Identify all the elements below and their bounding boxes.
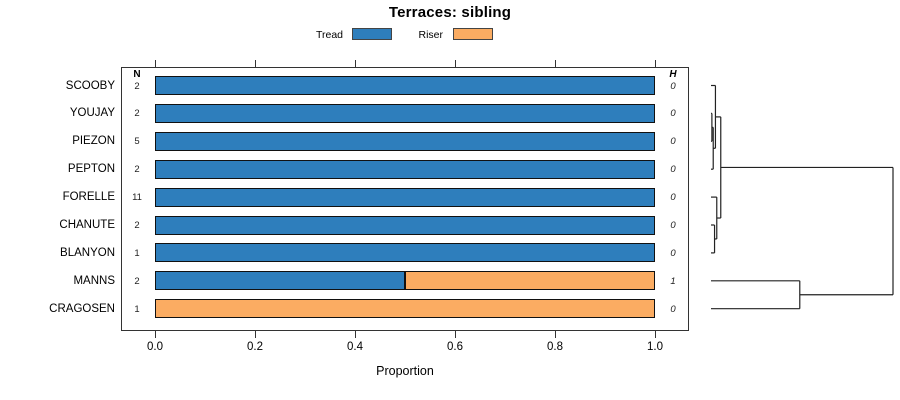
- h-value: 0: [670, 192, 676, 204]
- x-axis-tick: [255, 331, 257, 338]
- legend-swatch-riser: [453, 28, 493, 40]
- bar-segment-riser: [155, 299, 655, 319]
- bar-segment-tread: [155, 159, 655, 179]
- n-value: 1: [134, 303, 140, 315]
- bar-segment-tread: [155, 103, 655, 123]
- row-label: MANNS: [73, 274, 115, 287]
- x-axis-tick-label: 1.0: [647, 341, 663, 353]
- x-axis-tick: [355, 331, 357, 338]
- bar-segment-tread: [155, 271, 405, 291]
- legend-label-tread: Tread: [315, 29, 343, 41]
- row-label: BLANYON: [60, 246, 115, 259]
- h-value: 0: [670, 164, 676, 176]
- legend-swatch-tread: [352, 28, 392, 40]
- x-axis-tick: [655, 60, 657, 67]
- h-value: 0: [670, 303, 676, 315]
- row-label: YOUJAY: [69, 107, 115, 120]
- x-axis-tick: [455, 331, 457, 338]
- x-axis-tick: [155, 60, 157, 67]
- row-label: CRAGOSEN: [49, 302, 115, 315]
- x-axis-label: Proportion: [376, 364, 434, 378]
- h-value: 0: [670, 136, 676, 148]
- n-value: 2: [134, 275, 140, 287]
- row-label: FORELLE: [62, 191, 115, 204]
- n-value: 2: [134, 108, 140, 120]
- bar-segment-tread: [155, 187, 655, 207]
- dendrogram: [711, 84, 894, 310]
- bar-segment-riser: [405, 271, 655, 291]
- bar-segment-tread: [155, 215, 655, 235]
- h-column-header: H: [669, 69, 677, 80]
- bar-segment-tread: [155, 76, 655, 95]
- n-value: 2: [134, 220, 140, 231]
- bar-segment-tread: [155, 131, 655, 151]
- h-value: 0: [670, 80, 676, 92]
- n-value: 2: [134, 164, 140, 176]
- h-value: 0: [670, 247, 676, 259]
- plot-box: [121, 67, 689, 331]
- x-axis-tick: [555, 60, 557, 67]
- x-axis-tick-label: 0.4: [347, 341, 363, 353]
- page-title: Terraces: sibling: [388, 4, 512, 21]
- row-label: SCOOBY: [65, 79, 115, 92]
- legend-label-riser: Riser: [418, 29, 443, 41]
- x-axis-tick: [355, 60, 357, 67]
- row-label: PIEZON: [72, 135, 115, 148]
- x-axis-tick: [455, 60, 457, 67]
- n-value: 2: [134, 80, 140, 92]
- h-value: 1: [670, 275, 676, 287]
- h-value: 0: [670, 108, 676, 120]
- bar-segment-tread: [155, 243, 655, 263]
- x-axis-tick-label: 0.6: [447, 341, 463, 353]
- n-value: 5: [134, 136, 140, 148]
- x-axis-tick: [555, 331, 557, 338]
- n-value: 1: [134, 247, 140, 259]
- h-value: 0: [670, 220, 676, 231]
- x-axis-tick-label: 0.0: [147, 341, 163, 353]
- x-axis-tick: [655, 331, 657, 338]
- n-column-header: N: [133, 69, 141, 80]
- x-axis-tick: [255, 60, 257, 67]
- row-label: PEPTON: [67, 163, 115, 176]
- row-label: CHANUTE: [59, 219, 115, 231]
- n-value: 11: [132, 192, 142, 204]
- x-axis-tick-label: 0.8: [547, 341, 563, 353]
- x-axis-tick: [155, 331, 157, 338]
- x-axis-tick-label: 0.2: [247, 341, 263, 353]
